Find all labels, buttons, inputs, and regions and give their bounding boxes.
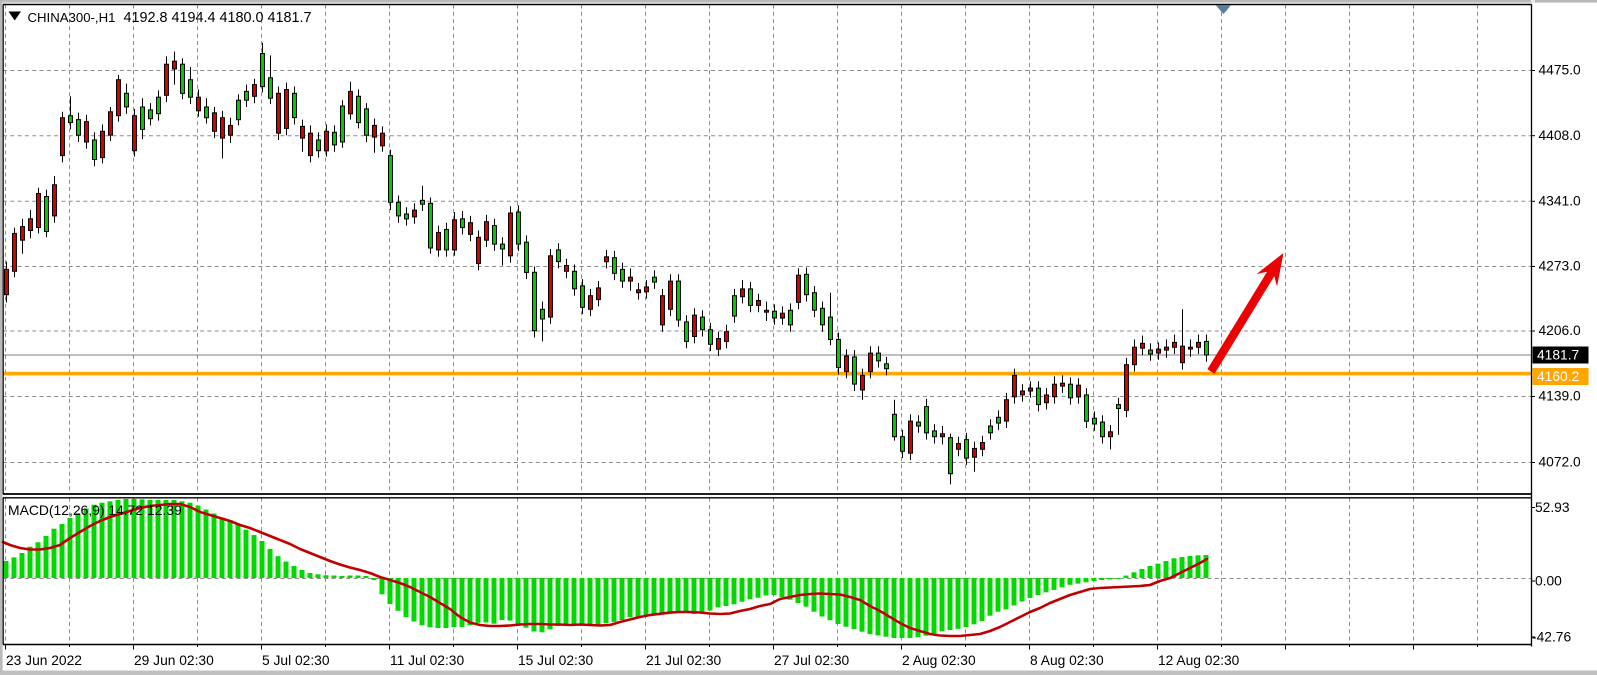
svg-text:5 Jul 02:30: 5 Jul 02:30 (262, 653, 330, 668)
svg-text:27 Jul 02:30: 27 Jul 02:30 (774, 653, 850, 668)
svg-text:11 Jul 02:30: 11 Jul 02:30 (390, 653, 464, 668)
svg-text:4273.0: 4273.0 (1539, 259, 1582, 274)
svg-text:15 Jul 02:30: 15 Jul 02:30 (518, 653, 594, 668)
svg-text:12 Aug 02:30: 12 Aug 02:30 (1158, 653, 1240, 668)
svg-text:MACD(12,26,9) 14.72 12.39: MACD(12,26,9) 14.72 12.39 (8, 502, 182, 518)
svg-text:29 Jun 02:30: 29 Jun 02:30 (134, 653, 214, 668)
svg-text:-42.76: -42.76 (1532, 630, 1571, 645)
svg-text:4160.2: 4160.2 (1537, 369, 1579, 384)
svg-text:21 Jul 02:30: 21 Jul 02:30 (646, 653, 722, 668)
svg-text:52.93: 52.93 (1535, 500, 1570, 515)
svg-text:8 Aug 02:30: 8 Aug 02:30 (1030, 653, 1104, 668)
svg-text:CHINA300-,H1 4192.8 4194.4 41: CHINA300-,H1 4192.8 4194.4 4180.0 4181.7 (28, 10, 312, 26)
svg-text:4072.0: 4072.0 (1539, 455, 1582, 470)
svg-text:4181.7: 4181.7 (1537, 348, 1579, 363)
svg-text:2 Aug 02:30: 2 Aug 02:30 (902, 653, 976, 668)
svg-text:4408.0: 4408.0 (1539, 128, 1582, 143)
svg-text:4139.0: 4139.0 (1539, 389, 1582, 404)
svg-text:23 Jun 2022: 23 Jun 2022 (6, 653, 82, 668)
svg-text:4206.0: 4206.0 (1539, 323, 1582, 338)
svg-text:4341.0: 4341.0 (1539, 194, 1582, 209)
svg-text:4475.0: 4475.0 (1539, 63, 1582, 78)
svg-text:0.00: 0.00 (1535, 574, 1562, 589)
